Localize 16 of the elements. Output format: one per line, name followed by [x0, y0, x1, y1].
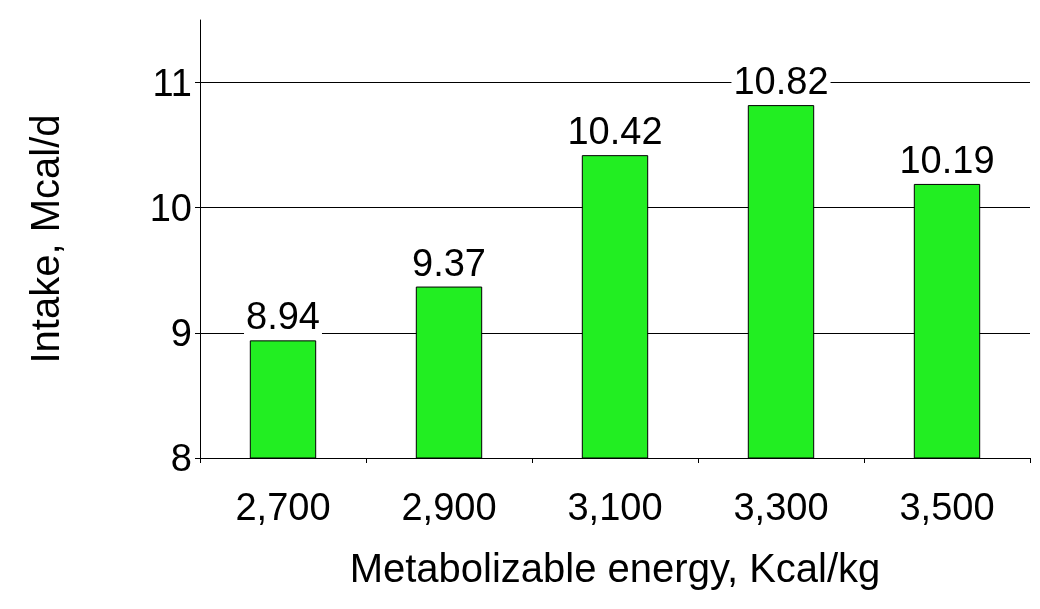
x-tick-label: 3,500: [899, 486, 995, 528]
y-tick-label: 9: [170, 311, 192, 354]
y-tick-label: 8: [170, 437, 192, 479]
y-tick-label: 11: [152, 61, 192, 104]
x-axis-title: Metabolizable energy, Kcal/kg: [349, 546, 881, 590]
y-tick-label: 10: [149, 186, 192, 229]
data-label: 10.42: [567, 110, 663, 153]
data-label: 9.37: [412, 241, 486, 284]
x-tick-label: 3,100: [567, 486, 663, 528]
x-tick-label: 3,300: [733, 486, 829, 528]
y-axis-title: Intake, Mcal/d: [23, 114, 67, 364]
data-label: 8.94: [246, 295, 320, 338]
x-tick-label: 2,900: [401, 486, 497, 528]
data-label: 10.19: [899, 138, 995, 181]
data-label: 10.82: [733, 60, 829, 103]
x-tick-label: 2,700: [235, 486, 331, 528]
